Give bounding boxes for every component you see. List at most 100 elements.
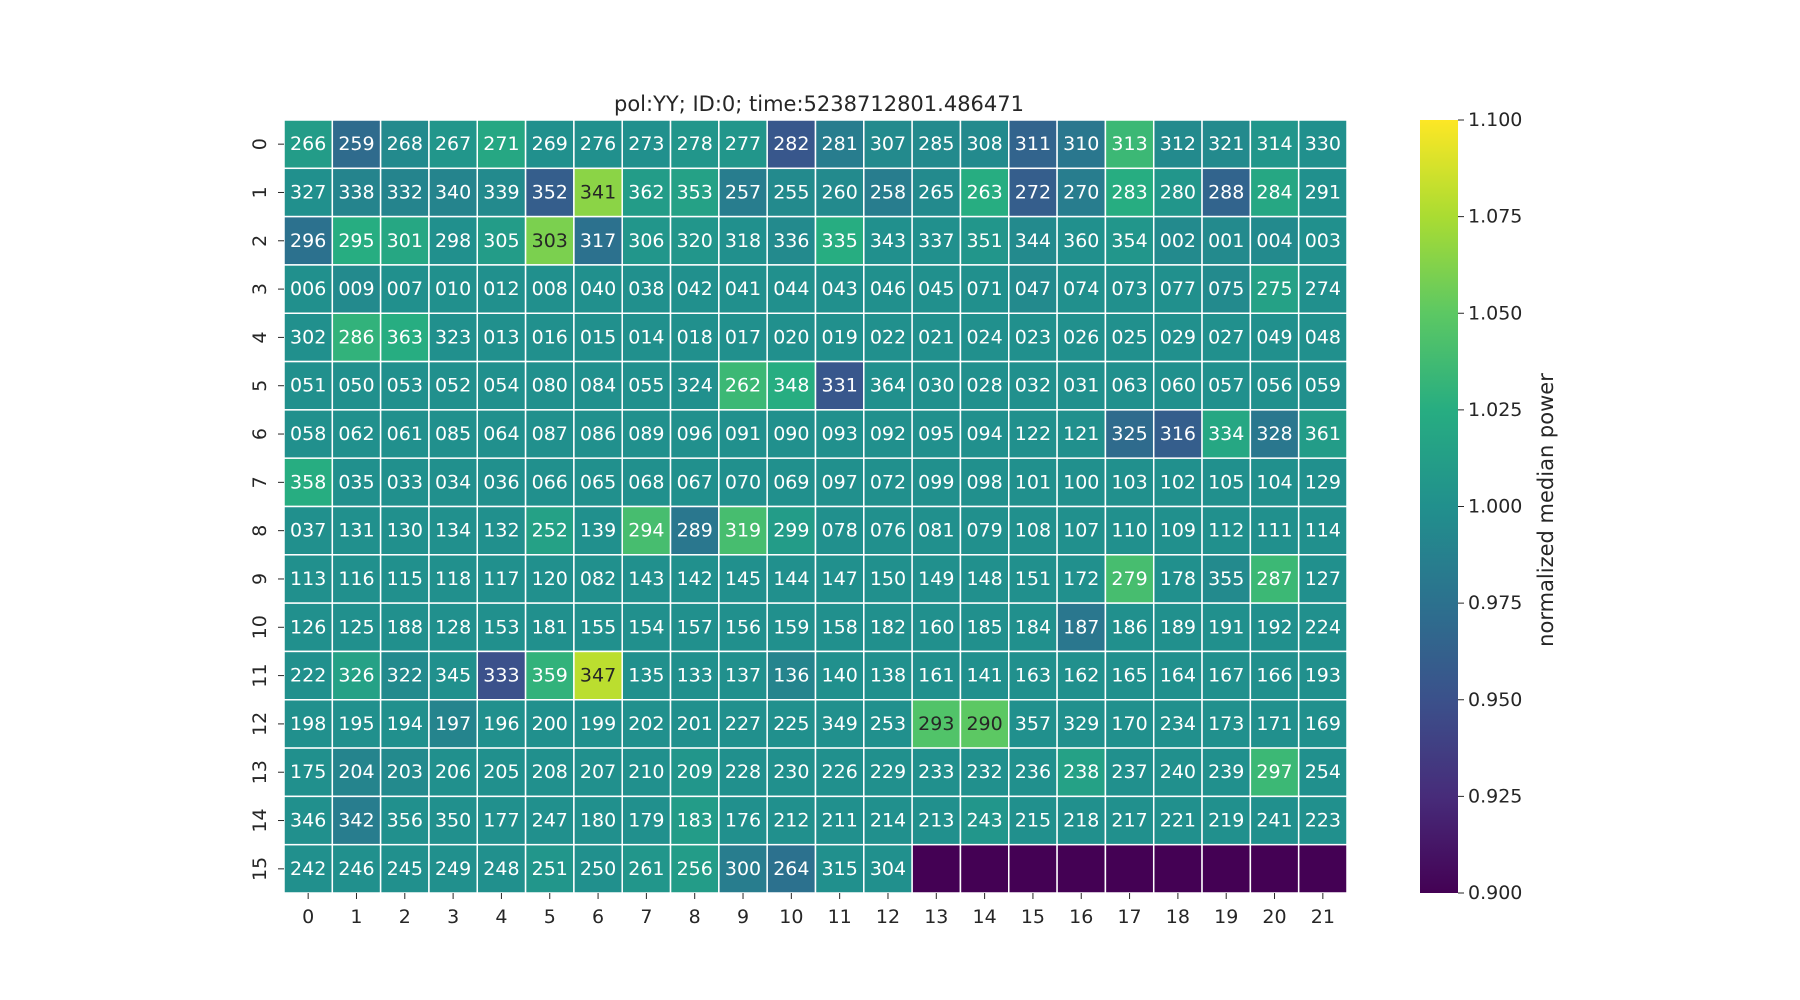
heatmap-cell	[573, 409, 623, 459]
y-tick-label: 14	[249, 808, 271, 832]
cell-label: 344	[1015, 230, 1051, 252]
x-tick-label: 4	[495, 906, 507, 928]
cell-label: 361	[1305, 423, 1341, 445]
cell-label: 078	[822, 520, 858, 542]
cell-label: 108	[1015, 520, 1051, 542]
cell-label: 197	[435, 713, 471, 735]
cell-label: 084	[580, 375, 616, 397]
heatmap-cell	[524, 264, 575, 314]
heatmap-cell	[1249, 650, 1300, 701]
heatmap-cell	[1152, 264, 1203, 314]
cell-label: 061	[387, 423, 423, 445]
cell-label: 263	[966, 181, 1002, 203]
cell-label: 068	[628, 471, 664, 493]
cell-label: 100	[1063, 471, 1099, 493]
cell-label: 082	[580, 568, 616, 590]
cell-label: 282	[773, 133, 809, 155]
cell-label: 018	[677, 326, 713, 348]
heatmap-cell	[283, 457, 334, 508]
cell-label: 275	[1256, 278, 1292, 300]
heatmap-cells	[283, 119, 1348, 894]
heatmap-cell	[1056, 312, 1107, 363]
chart-title: pol:YY; ID:0; time:5238712801.486471	[614, 92, 1024, 116]
heatmap-cell	[959, 264, 1010, 314]
heatmap-cell	[1297, 699, 1348, 749]
cell-label: 192	[1256, 616, 1292, 638]
heatmap-cell	[959, 650, 1010, 701]
heatmap-cell	[959, 843, 1010, 894]
cell-label: 254	[1305, 761, 1341, 783]
heatmap-cell	[863, 554, 913, 604]
cell-label: 332	[387, 181, 423, 203]
heatmap-cell	[1152, 360, 1203, 411]
cell-label: 080	[532, 375, 568, 397]
cell-label: 350	[435, 810, 471, 832]
heatmap-cell	[1297, 119, 1348, 170]
heatmap-cell	[1008, 602, 1058, 653]
cell-label: 300	[725, 858, 761, 880]
cell-label: 293	[918, 713, 954, 735]
y-tick-label: 1	[249, 186, 271, 198]
x-tick-label: 16	[1069, 906, 1093, 928]
cell-label: 048	[1305, 326, 1341, 348]
heatmap-cell	[1104, 360, 1155, 411]
cell-label: 094	[966, 423, 1002, 445]
cell-label: 125	[338, 616, 374, 638]
heatmap-cell	[911, 699, 962, 749]
cell-label: 326	[338, 665, 374, 687]
cell-label: 201	[677, 713, 713, 735]
cell-label: 137	[725, 665, 761, 687]
heatmap-cell	[766, 312, 817, 363]
colorbar-tick-label: 1.025	[1468, 399, 1522, 421]
cell-label: 253	[870, 713, 906, 735]
heatmap-cell	[331, 264, 382, 314]
heatmap-cell	[1008, 360, 1058, 411]
heatmap-cell	[283, 312, 334, 363]
heatmap-cell	[1152, 747, 1203, 798]
cell-label: 064	[483, 423, 519, 445]
cell-label: 296	[290, 230, 326, 252]
cell-label: 279	[1111, 568, 1147, 590]
cell-label: 271	[483, 133, 519, 155]
cell-label: 195	[338, 713, 374, 735]
cell-label: 115	[387, 568, 423, 590]
heatmap-cell	[1152, 554, 1203, 604]
heatmap-cell	[669, 215, 720, 266]
heatmap-cell	[766, 747, 817, 798]
heatmap-cell	[911, 795, 962, 846]
cell-label: 202	[628, 713, 664, 735]
cell-label: 355	[1208, 568, 1244, 590]
heatmap-cell	[718, 602, 768, 653]
cell-label: 306	[628, 230, 664, 252]
cell-label: 135	[628, 665, 664, 687]
cell-label: 188	[387, 616, 423, 638]
heatmap-cell	[1104, 505, 1155, 556]
cell-label: 126	[290, 616, 326, 638]
cell-label: 242	[290, 858, 326, 880]
cell-label: 101	[1015, 471, 1051, 493]
heatmap-cell	[524, 360, 575, 411]
x-tick-label: 17	[1117, 906, 1141, 928]
cell-label: 178	[1160, 568, 1196, 590]
cell-label: 139	[580, 520, 616, 542]
heatmap-cell	[669, 167, 720, 218]
heatmap-cell	[1249, 119, 1300, 170]
heatmap-cell	[1297, 843, 1348, 894]
cell-label: 353	[677, 181, 713, 203]
heatmap-cell	[379, 215, 430, 266]
cell-label: 340	[435, 181, 471, 203]
cell-label: 273	[628, 133, 664, 155]
cell-label: 151	[1015, 568, 1051, 590]
heatmap-cell	[718, 795, 768, 846]
x-tick-label: 21	[1311, 906, 1335, 928]
cell-label: 156	[725, 616, 761, 638]
heatmap-cell	[428, 215, 479, 266]
x-tick-label: 9	[737, 906, 749, 928]
cell-label: 356	[387, 810, 423, 832]
heatmap-cell	[1104, 795, 1155, 846]
heatmap-cell	[669, 602, 720, 653]
cell-label: 032	[1015, 375, 1051, 397]
heatmap-cell	[911, 119, 962, 170]
cell-label: 264	[773, 858, 809, 880]
